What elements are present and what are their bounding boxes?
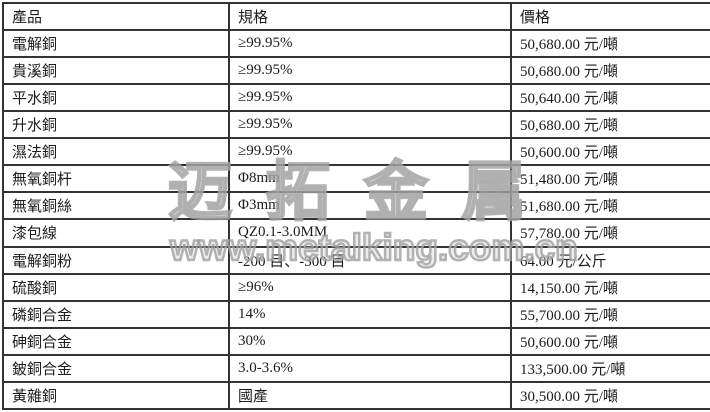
col-header-price: 價格 — [510, 2, 710, 31]
spec-cell: ≥99.95% — [228, 110, 512, 140]
spec-cell: ≥99.95% — [228, 56, 512, 86]
price-cell: 51,680.00 元/噸 — [510, 191, 710, 221]
spec-cell: Φ3mm — [228, 191, 512, 221]
product-cell: 升水銅 — [2, 110, 230, 140]
table-row: 無氧銅絲 Φ3mm 51,680.00 元/噸 — [2, 191, 710, 221]
price-cell: 55,700.00 元/噸 — [510, 299, 710, 329]
spec-cell: 30% — [228, 326, 512, 356]
table-row: 磷銅合金 14% 55,700.00 元/噸 — [2, 299, 710, 329]
spec-cell: ≥99.95% — [228, 137, 512, 167]
table-row: 升水銅 ≥99.95% 50,680.00 元/噸 — [2, 110, 710, 140]
spec-cell: ≥99.95% — [228, 28, 512, 59]
product-cell: 磷銅合金 — [2, 299, 230, 329]
price-cell: 50,680.00 元/噸 — [510, 56, 710, 86]
price-cell: 51,480.00 元/噸 — [510, 164, 710, 194]
table-row: 鈹銅合金 3.0-3.6% 133,500.00 元/噸 — [2, 353, 710, 383]
spec-cell: ≥99.95% — [228, 83, 512, 113]
price-cell: 14,150.00 元/噸 — [510, 272, 710, 302]
product-cell: 貴溪銅 — [2, 56, 230, 86]
spec-cell: QZ0.1-3.0MM — [228, 218, 512, 248]
table-row: 無氧銅杆 Φ8mm 51,480.00 元/噸 — [2, 164, 710, 194]
product-cell: 平水銅 — [2, 83, 230, 113]
table-row: 硫酸銅 ≥96% 14,150.00 元/噸 — [2, 272, 710, 302]
price-cell: 50,600.00 元/噸 — [510, 137, 710, 167]
spec-cell: 國產 — [228, 380, 512, 411]
price-cell: 133,500.00 元/噸 — [510, 353, 710, 383]
price-cell: 30,500.00 元/噸 — [510, 380, 710, 411]
table-row: 貴溪銅 ≥99.95% 50,680.00 元/噸 — [2, 56, 710, 86]
price-cell: 50,680.00 元/噸 — [510, 110, 710, 140]
product-cell: 砷銅合金 — [2, 326, 230, 356]
product-cell: 電解銅粉 — [2, 245, 230, 275]
price-cell: 57,780.00 元/噸 — [510, 218, 710, 248]
table-row: 濕法銅 ≥99.95% 50,600.00 元/噸 — [2, 137, 710, 167]
spec-cell: Φ8mm — [228, 164, 512, 194]
spec-cell: 3.0-3.6% — [228, 353, 512, 383]
product-cell: 電解銅 — [2, 28, 230, 59]
table-row: 砷銅合金 30% 50,600.00 元/噸 — [2, 326, 710, 356]
table-header-row: 產品 規格 價格 — [2, 2, 710, 31]
price-cell: 50,640.00 元/噸 — [510, 83, 710, 113]
price-cell: 50,680.00 元/噸 — [510, 28, 710, 59]
product-cell: 硫酸銅 — [2, 272, 230, 302]
col-header-spec: 規格 — [228, 2, 512, 31]
table-row: 平水銅 ≥99.95% 50,640.00 元/噸 — [2, 83, 710, 113]
table-row: 電解銅 ≥99.95% 50,680.00 元/噸 — [2, 28, 710, 59]
price-cell: 64.00 元/公斤 — [510, 245, 710, 275]
table-row: 黃雜銅 國產 30,500.00 元/噸 — [2, 380, 710, 411]
product-cell: 黃雜銅 — [2, 380, 230, 411]
product-cell: 無氧銅杆 — [2, 164, 230, 194]
spec-cell: 14% — [228, 299, 512, 329]
product-cell: 漆包線 — [2, 218, 230, 248]
product-cell: 濕法銅 — [2, 137, 230, 167]
table-body: 電解銅 ≥99.95% 50,680.00 元/噸 貴溪銅 ≥99.95% 50… — [2, 28, 710, 411]
table-row: 漆包線 QZ0.1-3.0MM 57,780.00 元/噸 — [2, 218, 710, 248]
product-cell: 鈹銅合金 — [2, 353, 230, 383]
spec-cell: ≥96% — [228, 272, 512, 302]
spec-cell: -200 目、-300 目 — [228, 245, 512, 275]
col-header-product: 產品 — [2, 2, 230, 31]
table-row: 電解銅粉 -200 目、-300 目 64.00 元/公斤 — [2, 245, 710, 275]
product-cell: 無氧銅絲 — [2, 191, 230, 221]
price-cell: 50,600.00 元/噸 — [510, 326, 710, 356]
